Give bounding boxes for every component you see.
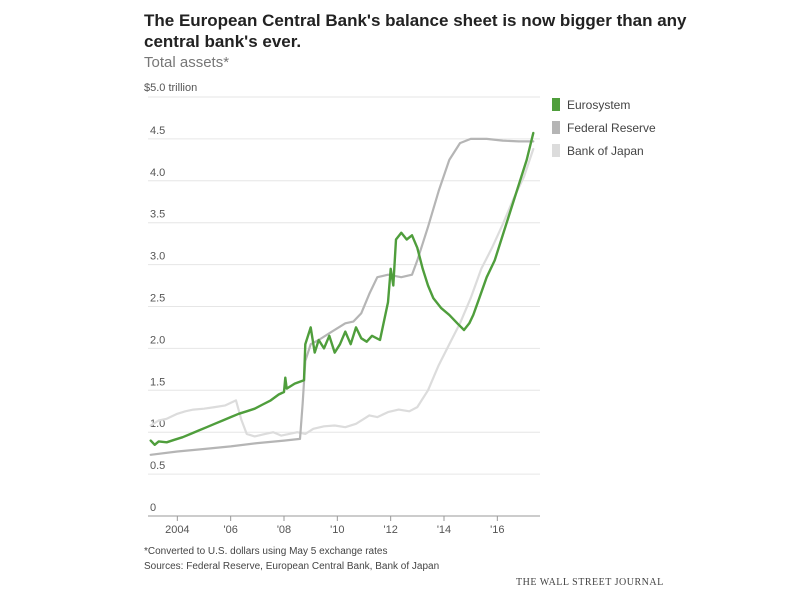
y-tick-label: 1.5: [150, 376, 165, 388]
x-tick-label: '06: [223, 524, 237, 536]
chart-title: The European Central Bank's balance shee…: [144, 11, 687, 51]
legend-item-bank-of-japan: Bank of Japan: [552, 139, 656, 162]
series-line-eurosystem: [149, 131, 535, 446]
chart-footnote: *Converted to U.S. dollars using May 5 e…: [144, 544, 439, 574]
y-unit-label: $5.0 trillion: [144, 82, 197, 94]
series-line-federal-reserve: [149, 137, 535, 456]
y-tick-label: 0.5: [150, 460, 165, 472]
series-lines: [149, 131, 535, 456]
y-tick-label: 4.0: [150, 167, 165, 179]
grid-lines: [148, 96, 540, 517]
series-line-bank-of-japan: [149, 147, 535, 438]
legend-label-federal-reserve: Federal Reserve: [567, 120, 656, 135]
legend-item-eurosystem: Eurosystem: [552, 93, 656, 116]
x-tick-label: '16: [490, 524, 504, 536]
axis-labels: $5.0 trillion 0 0.5 1.0 1.5 2.0 2.5 3.0 3.5 4.0 4.…: [144, 82, 505, 536]
legend-swatch-federal-reserve: [552, 121, 560, 134]
legend-item-federal-reserve: Federal Reserve: [552, 116, 656, 139]
y-tick-label: 0: [150, 502, 156, 514]
y-tick-label: 3.5: [150, 209, 165, 221]
legend-swatch-bank-of-japan: [552, 144, 560, 157]
legend-label-eurosystem: Eurosystem: [567, 97, 631, 112]
legend-label-bank-of-japan: Bank of Japan: [567, 143, 644, 158]
x-tick-label: '08: [277, 524, 291, 536]
y-tick-label: 2.0: [150, 334, 165, 346]
y-tick-label: 2.5: [150, 293, 165, 305]
x-tick-label: '14: [437, 524, 451, 536]
x-tick-label: '12: [383, 524, 397, 536]
x-tick-label: '10: [330, 524, 344, 536]
x-tick-label: 2004: [165, 524, 189, 536]
legend: Eurosystem Federal Reserve Bank of Japan: [552, 93, 656, 162]
footnote-text: *Converted to U.S. dollars using May 5 e…: [144, 546, 388, 557]
sources-text: Sources: Federal Reserve, European Centr…: [144, 561, 440, 572]
legend-swatch-eurosystem: [552, 98, 560, 111]
y-tick-label: 4.5: [150, 125, 165, 137]
y-tick-label: 1.0: [150, 418, 165, 430]
chart-subtitle: Total assets*: [144, 54, 230, 71]
y-tick-label: 3.0: [150, 251, 165, 263]
publisher-credit: THE WALL STREET JOURNAL: [516, 577, 664, 588]
